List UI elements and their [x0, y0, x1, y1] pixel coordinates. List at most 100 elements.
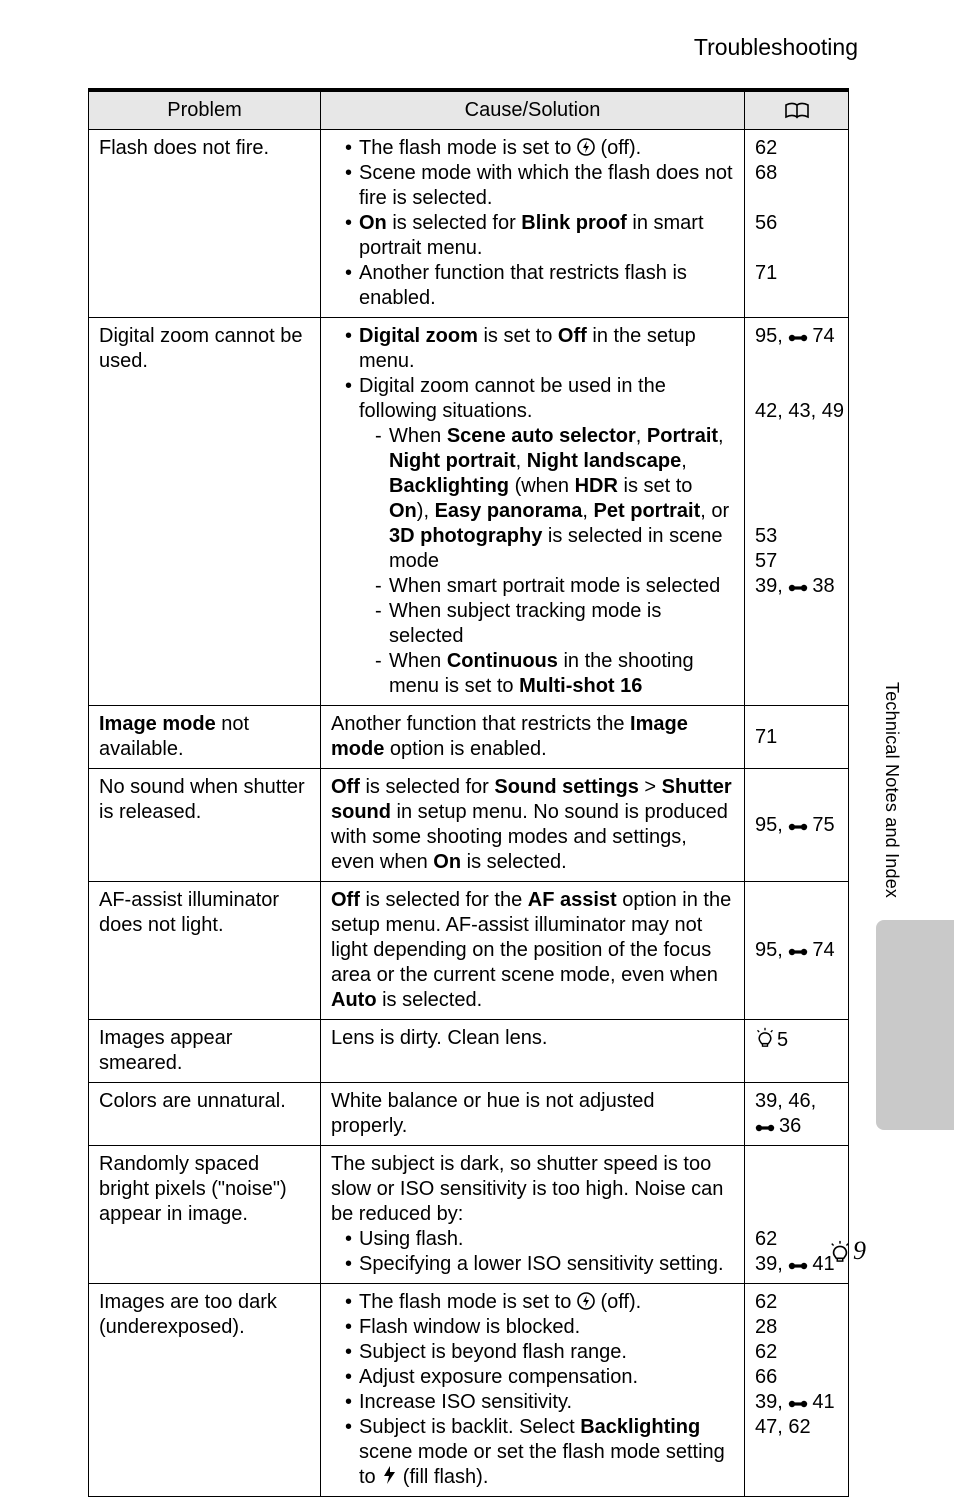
col-head-ref [745, 90, 849, 130]
page-ref [755, 1177, 838, 1202]
problem-cell: Image mode not available. [89, 706, 321, 769]
page-ref: 5 [755, 1026, 838, 1053]
ref-cell: 39, 46,36 [745, 1083, 849, 1146]
ref-icon [788, 946, 810, 958]
page-ref: 71 [755, 725, 838, 750]
bold-text: Multi-shot 16 [519, 675, 642, 697]
page-ref: 39, 41 [755, 1252, 838, 1277]
table-row: No sound when shutter is released.Off is… [89, 769, 849, 882]
page-ref: 95, 74 [755, 324, 838, 349]
problem-cell: Images appear smeared. [89, 1020, 321, 1083]
list-item: When subject tracking mode is selected [375, 599, 734, 649]
page-ref [755, 236, 838, 261]
list-item: When Continuous in the shooting menu is … [375, 649, 734, 699]
ref-cell: 5 [745, 1020, 849, 1083]
ref-icon [788, 1398, 810, 1410]
bold-text: Backlighting [389, 475, 509, 497]
page-ref: 95, 75 [755, 813, 838, 838]
problem-cell: Colors are unnatural. [89, 1083, 321, 1146]
cause-intro: The subject is dark, so shutter speed is… [331, 1152, 734, 1227]
table-row: Randomly spaced bright pixels ("noise") … [89, 1146, 849, 1284]
page-ref: 53 [755, 524, 838, 549]
list-item: When smart portrait mode is selected [375, 574, 734, 599]
page-ref: 47, 62 [755, 1415, 838, 1440]
page-number: 9 [829, 1236, 866, 1270]
list-item: Specifying a lower ISO sensitivity setti… [345, 1252, 734, 1277]
sub-list: When Scene auto selector, Portrait, Nigh… [359, 424, 734, 699]
page-ref [755, 449, 838, 474]
lamp-icon [755, 1026, 775, 1048]
problem-cell: No sound when shutter is released. [89, 769, 321, 882]
ref-icon [788, 582, 810, 594]
cause-list: The flash mode is set to (off).Scene mod… [331, 136, 734, 311]
list-item: Subject is beyond flash range. [345, 1340, 734, 1365]
lamp-icon [829, 1239, 851, 1270]
list-item: Digital zoom cannot be used in the follo… [345, 374, 734, 699]
cause-cell: The subject is dark, so shutter speed is… [321, 1146, 745, 1284]
table-row: AF-assist illuminator does not light. Off… [89, 882, 849, 1020]
problem-cell: Randomly spaced bright pixels ("noise") … [89, 1146, 321, 1284]
bold-text: Backlighting [580, 1416, 700, 1438]
cause-cell: Digital zoom is set to Off in the setup … [321, 318, 745, 706]
list-item: Digital zoom is set to Off in the setup … [345, 324, 734, 374]
bold-text: Continuous [447, 650, 558, 672]
page-ref: 66 [755, 1365, 838, 1390]
ref-cell: 6228626639, 4147, 62 [745, 1284, 849, 1497]
ref-cell: 95, 74 42, 43, 49 535739, 38 [745, 318, 849, 706]
bold-text: Off [331, 889, 360, 911]
list-item: Scene mode with which the flash does not… [345, 161, 734, 211]
page-ref [755, 499, 838, 524]
page-ref: 62 [755, 1340, 838, 1365]
page-ref: 42, 43, 49 [755, 399, 838, 424]
ref-icon [755, 1122, 777, 1134]
page-ref: 62 [755, 136, 838, 161]
page-ref: 28 [755, 1315, 838, 1340]
page-ref: 36 [755, 1114, 838, 1139]
page-ref [755, 186, 838, 211]
bold-text: Sound settings [494, 776, 638, 798]
ref-cell: 95, 74 [745, 882, 849, 1020]
page-ref: 71 [755, 261, 838, 286]
page-ref: 95, 74 [755, 938, 838, 963]
problem-cell: Images are too dark (underexposed). [89, 1284, 321, 1497]
col-head-problem: Problem [89, 90, 321, 130]
table-row: Colors are unnatural.White balance or hu… [89, 1083, 849, 1146]
list-item: Flash window is blocked. [345, 1315, 734, 1340]
problem-cell: AF-assist illuminator does not light. [89, 882, 321, 1020]
cause-cell: White balance or hue is not adjusted pro… [321, 1083, 745, 1146]
side-thumb-tab [876, 920, 954, 1130]
bold-text: HDR [575, 475, 618, 497]
ref-icon [788, 1260, 810, 1272]
col-head-cause: Cause/Solution [321, 90, 745, 130]
bold-text: Pet portrait [594, 500, 701, 522]
problem-cell: Flash does not fire. [89, 130, 321, 318]
book-icon [784, 99, 810, 121]
list-item: Subject is backlit. Select Backlighting … [345, 1415, 734, 1490]
bold-text: Night portrait [389, 450, 516, 472]
bold-text: Image mode [99, 713, 216, 735]
bold-text: On [389, 500, 417, 522]
page-ref: 57 [755, 549, 838, 574]
page-ref: 39, 41 [755, 1390, 838, 1415]
page-title: Troubleshooting [694, 34, 858, 61]
bold-text: Auto [331, 989, 377, 1011]
ref-cell: 95, 75 [745, 769, 849, 882]
page-ref: 62 [755, 1290, 838, 1315]
bold-text: Image mode [331, 713, 688, 760]
list-item: The flash mode is set to (off). [345, 1290, 734, 1315]
table-row: Images are too dark (underexposed).The f… [89, 1284, 849, 1497]
bold-text: Portrait [647, 425, 718, 447]
bold-text: Off [558, 325, 587, 347]
cause-cell: The flash mode is set to (off).Flash win… [321, 1284, 745, 1497]
page-ref [755, 374, 838, 399]
page-ref [755, 1152, 838, 1177]
list-item: Another function that restricts flash is… [345, 261, 734, 311]
list-item: On is selected for Blink proof in smart … [345, 211, 734, 261]
bold-text: 3D photography [389, 525, 542, 547]
cause-cell: Another function that restricts the Imag… [321, 706, 745, 769]
bold-text: Night landscape [527, 450, 681, 472]
list-item: Increase ISO sensitivity. [345, 1390, 734, 1415]
page-ref [755, 474, 838, 499]
page-ref [755, 349, 838, 374]
table-row: Image mode not available.Another functio… [89, 706, 849, 769]
